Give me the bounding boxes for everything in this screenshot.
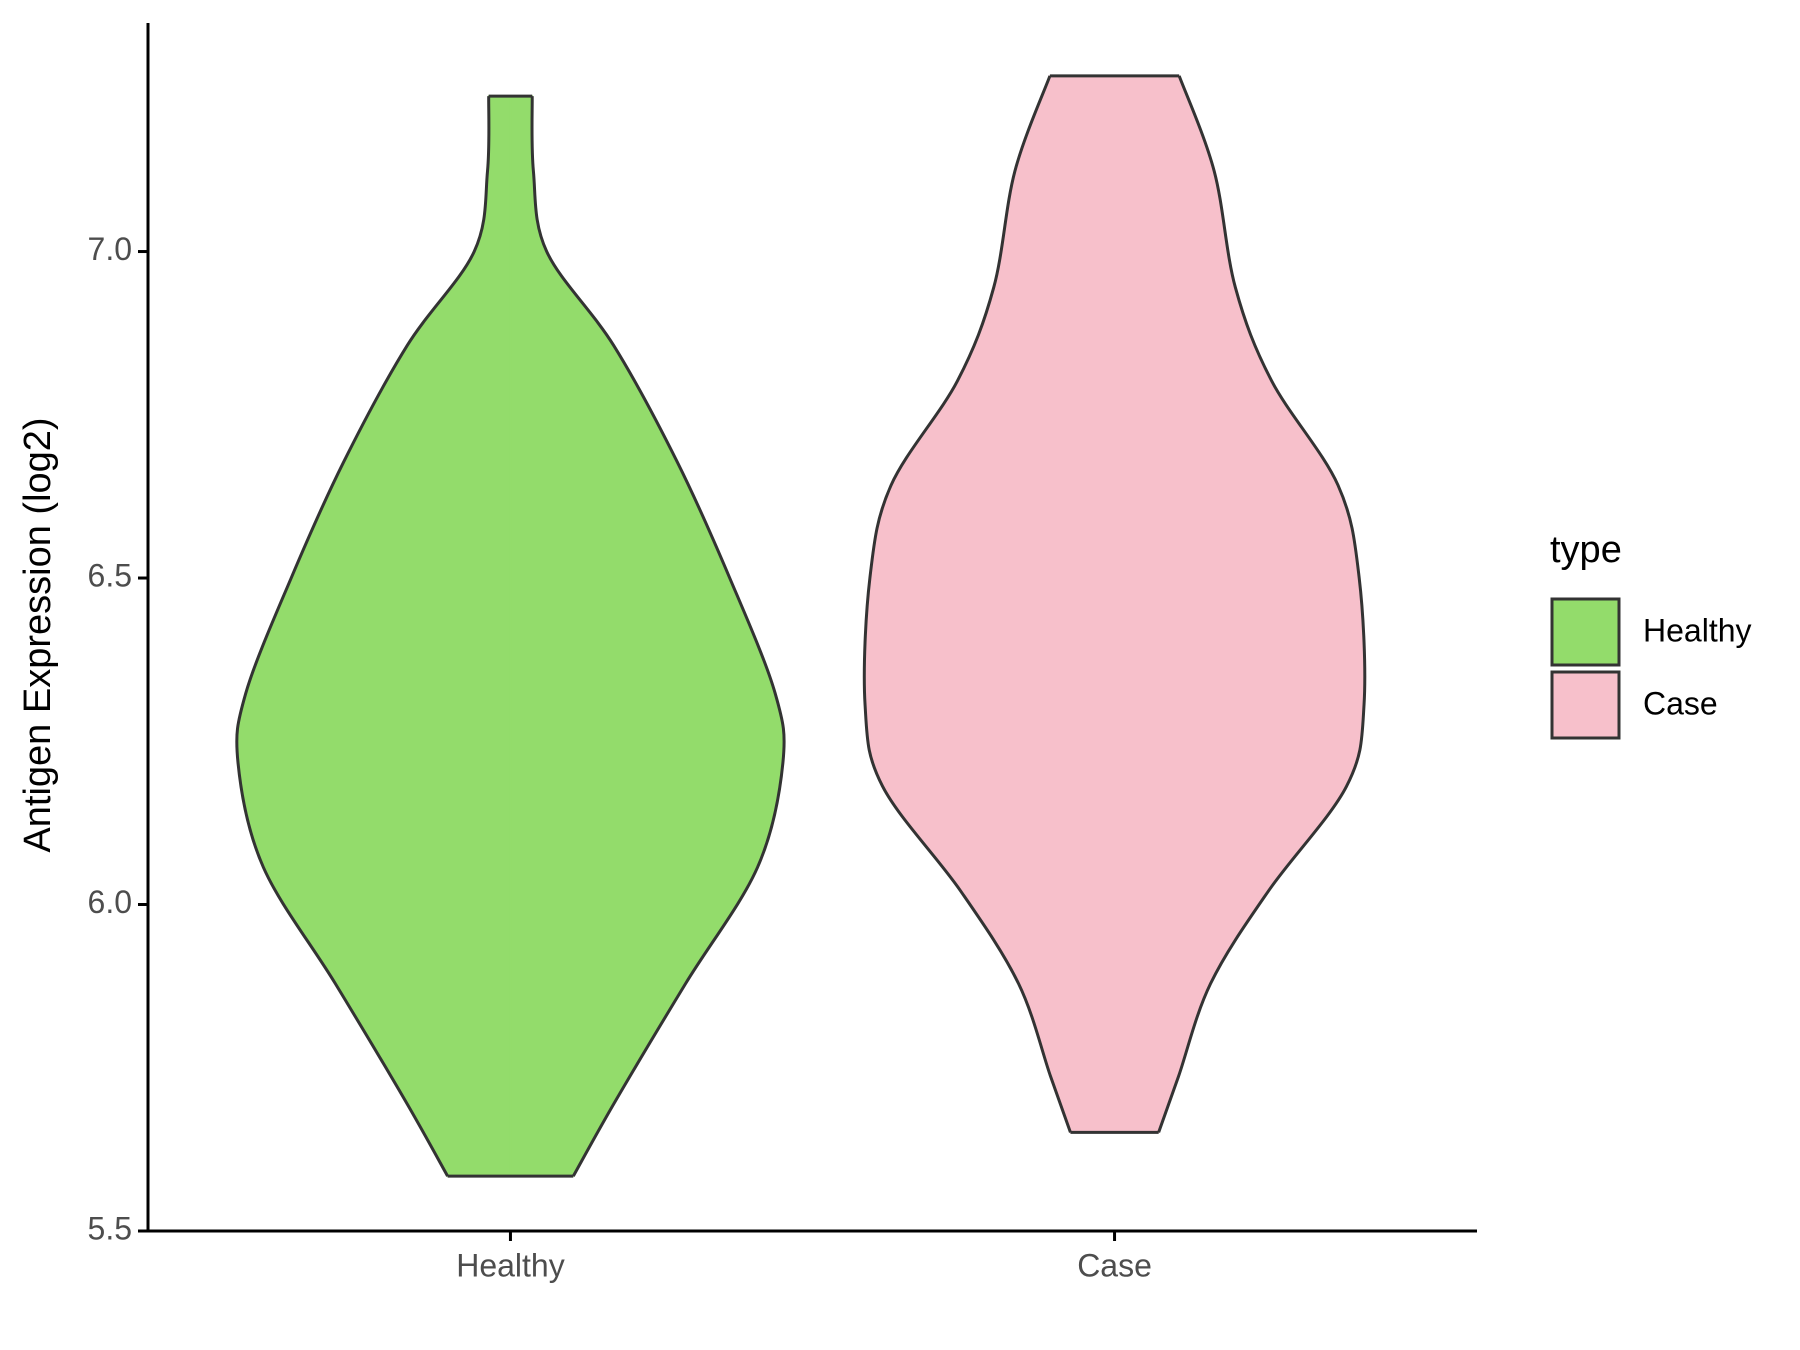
y-tick-label: 6.5 [88, 557, 132, 593]
legend-label: Healthy [1643, 612, 1752, 648]
violin-outline [1157, 75, 1367, 1133]
y-tick-label: 5.5 [88, 1210, 132, 1246]
violin-fill [863, 75, 1116, 1134]
legend-key [1550, 597, 1621, 667]
y-tick-label: 6.0 [88, 884, 132, 920]
legend-label: Case [1643, 685, 1718, 721]
y-axis-title: Antigen Expression (log2) [17, 417, 59, 852]
violin-fill [1113, 75, 1366, 1134]
x-tick-label: Healthy [456, 1247, 565, 1283]
violin-outline [862, 75, 1072, 1133]
y-tick-label: 7.0 [88, 231, 132, 267]
x-tick-label: Case [1077, 1247, 1152, 1283]
violin-outline [235, 96, 491, 1177]
legend-key [1550, 670, 1621, 740]
legend-title: type [1550, 529, 1622, 571]
violin-outline [530, 96, 786, 1177]
